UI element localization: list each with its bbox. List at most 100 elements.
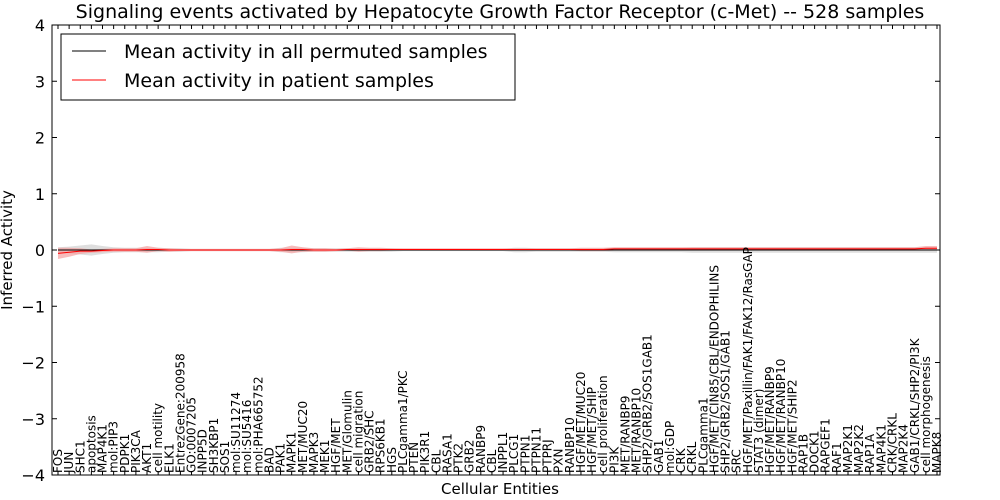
x-tick-label: mol:SU11274 bbox=[229, 392, 243, 473]
y-axis: −4 −3 −2 −1 0 1 2 3 4 bbox=[21, 16, 940, 485]
x-tick-label: RAF1 bbox=[830, 442, 844, 473]
x-tick-label: RAP1B bbox=[796, 434, 810, 473]
x-tick-label: RAPGEF1 bbox=[819, 418, 833, 473]
x-tick-label: GAB1 bbox=[652, 440, 666, 473]
x-tick-label: MAP2K1 bbox=[841, 424, 855, 473]
x-tick-label: SOS1 bbox=[218, 441, 232, 473]
x-tick-label: cell proliferation bbox=[596, 375, 610, 473]
y-tick-label: −1 bbox=[21, 297, 45, 316]
legend-label-patient: Mean activity in patient samples bbox=[124, 70, 434, 92]
x-tick-label: HGF/MET/CIN85/CBL/ENDOPHILINS bbox=[707, 265, 721, 473]
x-axis-title: Cellular Entities bbox=[441, 480, 559, 498]
y-tick-label: −2 bbox=[21, 354, 45, 373]
x-tick-label: PTPRJ bbox=[541, 439, 555, 473]
x-tick-label: CBL bbox=[485, 449, 499, 473]
x-tick-label: SHP2/GRB2/SOS1GAB1 bbox=[641, 334, 655, 473]
x-tick-label: MET/RANBP10 bbox=[630, 388, 644, 473]
x-tick-label: SRC bbox=[730, 449, 744, 473]
x-tick-label: CRK bbox=[674, 447, 688, 473]
y-tick-label: −3 bbox=[21, 410, 45, 429]
x-tick-label: mol:PIP3 bbox=[107, 421, 121, 473]
x-tick-label: DOCK1 bbox=[808, 430, 822, 473]
x-tick-label: cell migration bbox=[351, 391, 365, 473]
legend: Mean activity in all permuted samples Me… bbox=[60, 33, 516, 101]
x-tick-label: MET/RANBP9 bbox=[618, 396, 632, 473]
x-tick-label: STAT3 (dimer) bbox=[752, 389, 766, 473]
x-tick-label: cell morphogenesis bbox=[919, 356, 933, 473]
x-tick-label: GRB2/SHC bbox=[363, 410, 377, 473]
x-tick-label: PXN bbox=[552, 449, 566, 473]
y-tick-label: 2 bbox=[35, 129, 45, 148]
x-tick-label: PDPK1 bbox=[118, 434, 132, 473]
x-tick-label: CBL bbox=[429, 449, 443, 473]
x-tick-label: MAP4K1 bbox=[96, 424, 110, 473]
x-tick-label: PTEN bbox=[407, 442, 421, 473]
x-tick-label: GAB1/CRKL/SHP2/PI3K bbox=[908, 337, 922, 473]
x-tick-label: PI3K bbox=[607, 446, 621, 473]
x-tick-label: mol:GDP bbox=[663, 421, 677, 473]
confidence-bands bbox=[58, 244, 937, 259]
x-tick-label: HGF/MET/RANBP9 bbox=[763, 366, 777, 473]
x-tick-label: SHC1 bbox=[73, 440, 87, 473]
legend-box bbox=[60, 33, 516, 101]
x-tick-label: MAPK3 bbox=[307, 432, 321, 473]
x-tick-label: ELK1 bbox=[162, 443, 176, 473]
x-tick-label: MEK1 bbox=[318, 440, 332, 473]
x-tick-label: CRKL bbox=[685, 441, 699, 473]
chart-title: Signaling events activated by Hepatocyte… bbox=[76, 1, 925, 23]
x-tick-label: mol:PHA665752 bbox=[251, 376, 265, 473]
x-tick-label: MAP4K1 bbox=[874, 424, 888, 473]
x-tick-label: HGF/MET/SHIP bbox=[585, 387, 599, 473]
x-tick-label: MAPK1 bbox=[285, 432, 299, 473]
x-tick-label: PTPN1 bbox=[518, 435, 532, 473]
x-tick-label: cell motility bbox=[151, 403, 165, 473]
y-tick-label: 4 bbox=[35, 16, 45, 35]
series-lines bbox=[57, 247, 937, 254]
x-tick-label: HGF/MET/RANBP10 bbox=[774, 359, 788, 473]
x-tick-label: RANBP9 bbox=[474, 425, 488, 473]
x-tick-label: PAK1 bbox=[274, 443, 288, 473]
x-tick-label: EntrezGene:200958 bbox=[173, 353, 187, 473]
x-tick-label: MAP2K2 bbox=[852, 424, 866, 473]
x-tick-label: GRB2 bbox=[463, 439, 477, 473]
x-tick-label: MAPK8 bbox=[930, 432, 944, 473]
x-tick-label: PIK3CA bbox=[129, 429, 143, 473]
x-tick-label: PTPN11 bbox=[529, 427, 543, 473]
x-tick-label: PIK3R1 bbox=[418, 431, 432, 473]
x-tick-label: MET/Glomulin bbox=[340, 390, 354, 473]
legend-label-permuted: Mean activity in all permuted samples bbox=[124, 41, 487, 63]
x-tick-label: PLCgamma1/PKC bbox=[396, 370, 410, 473]
y-tick-label: −4 bbox=[21, 466, 45, 485]
y-tick-label: 3 bbox=[35, 72, 45, 91]
x-tick-label: INPPL1 bbox=[496, 432, 510, 473]
x-tick-label: mol:SU5416 bbox=[240, 400, 254, 473]
y-tick-label: 0 bbox=[35, 241, 45, 260]
x-tick-label: PTK2 bbox=[452, 443, 466, 473]
series-line-patient bbox=[57, 247, 937, 254]
x-tick-label: GO:0007205 bbox=[185, 397, 199, 473]
x-tick-label: RPS6KB1 bbox=[374, 418, 388, 473]
x-tick-label: RANBP10 bbox=[563, 417, 577, 473]
y-axis-title: Inferred Activity bbox=[0, 190, 16, 310]
x-tick-label: FOS bbox=[51, 449, 65, 473]
x-tick-label: HGF/MET/SHIP2 bbox=[785, 379, 799, 473]
x-tick-label: apoptosis bbox=[84, 415, 98, 473]
x-tick-label: PLCG1 bbox=[507, 434, 521, 473]
x-tick-label: SHP2/GRB2/SOS1/GAB1 bbox=[719, 330, 733, 473]
y-tick-label: 1 bbox=[35, 185, 45, 204]
x-tick-label: RASA1 bbox=[440, 433, 454, 473]
x-tick-label: JUN bbox=[62, 452, 76, 474]
x-tick-label: SH3KBP1 bbox=[207, 418, 221, 473]
x-tick-label: MET/MUC20 bbox=[296, 401, 310, 473]
x-tick-label: CRK/CRKL bbox=[885, 413, 899, 473]
x-tick-label: MAP2K4 bbox=[897, 424, 911, 473]
x-tick-label: AKT1 bbox=[140, 443, 154, 473]
x-axis: FOSJUNSHC1apoptosisMAP4K1mol:PIP3PDPK1PI… bbox=[51, 25, 944, 475]
x-tick-label: INPP5D bbox=[196, 429, 210, 473]
x-tick-label: HGF/MET/MUC20 bbox=[574, 372, 588, 473]
x-tick-label: BAD bbox=[262, 447, 276, 473]
x-tick-label: HGF/MET bbox=[329, 418, 343, 473]
x-tick-label: RAP1A bbox=[863, 433, 877, 473]
plot-frame bbox=[51, 24, 941, 476]
